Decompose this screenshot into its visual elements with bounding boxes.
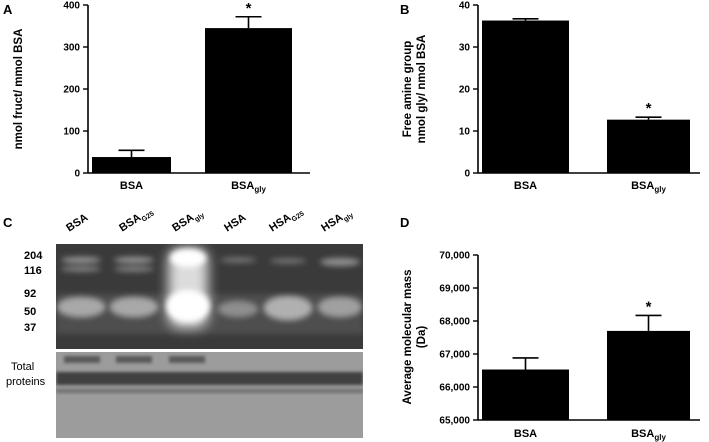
category-label-a-0: BSA: [120, 180, 143, 192]
bar-a-0: [92, 157, 171, 173]
y-tick-label-a: 200: [63, 85, 80, 96]
bar-d-0: [482, 369, 569, 420]
lane-label-bsa-g25: BSAG25: [117, 210, 156, 235]
y-tick-label-b: 40: [459, 1, 471, 12]
panel-label-c: C: [3, 215, 13, 230]
total-proteins-label: Total proteins: [6, 361, 46, 388]
panel-label-d: D: [400, 215, 410, 230]
significance-star-a: *: [246, 0, 252, 17]
category-label-a-1: BSAgly: [231, 180, 266, 194]
y-tick-label-a: 400: [63, 1, 80, 12]
marker-116: 116: [24, 265, 42, 277]
lane-label-bsa-gly: BSAgly: [170, 211, 206, 235]
significance-star-b: *: [646, 100, 652, 117]
lane-label-hsa: HSA: [222, 211, 249, 235]
western-blot-image: [56, 244, 363, 438]
panel-label-b: B: [400, 2, 410, 17]
lane-label-hsa-gly: HSAgly: [319, 211, 355, 235]
y-tick-label-d: 69,000: [439, 284, 470, 295]
marker-92: 92: [24, 288, 37, 300]
y-tick-label-d: 65,000: [439, 416, 470, 427]
category-label-d-1: BSAgly: [631, 428, 666, 442]
y-tick-label-d: 66,000: [439, 383, 470, 394]
y-tick-label-b: 10: [459, 127, 471, 138]
marker-204: 204: [24, 250, 43, 262]
y-tick-label-d: 70,000: [439, 251, 470, 262]
y-tick-label-b: 0: [464, 169, 470, 180]
category-label-d-0: BSA: [514, 428, 537, 440]
bar-b-1: [607, 119, 690, 173]
significance-star-d: *: [646, 298, 652, 315]
y-tick-label-b: 30: [459, 43, 471, 54]
marker-37: 37: [24, 322, 37, 334]
y-tick-label-b: 20: [459, 85, 471, 96]
y-tick-label-a: 100: [63, 127, 80, 138]
y-axis-label-d: Average molecular mass (Da): [402, 269, 428, 404]
bar-b-0: [482, 20, 569, 174]
panel-label-a: A: [3, 2, 13, 17]
marker-50: 50: [24, 306, 37, 318]
category-label-b-1: BSAgly: [631, 180, 666, 194]
bar-d-1: [607, 330, 690, 420]
y-tick-label-a: 300: [63, 43, 80, 54]
y-tick-label-a: 0: [74, 169, 80, 180]
bar-a-1: [205, 28, 292, 173]
lane-label-bsa: BSA: [64, 211, 91, 235]
y-tick-label-d: 67,000: [439, 350, 470, 361]
lane-label-hsa-g25: HSAG25: [267, 210, 306, 235]
y-tick-label-d: 68,000: [439, 317, 470, 328]
y-axis-label-b: Free amine group nmol gly/ nmol BSA: [402, 35, 428, 144]
category-label-b-0: BSA: [514, 180, 537, 192]
y-axis-label-a: nmol fruct/ mmol BSA: [13, 29, 25, 150]
